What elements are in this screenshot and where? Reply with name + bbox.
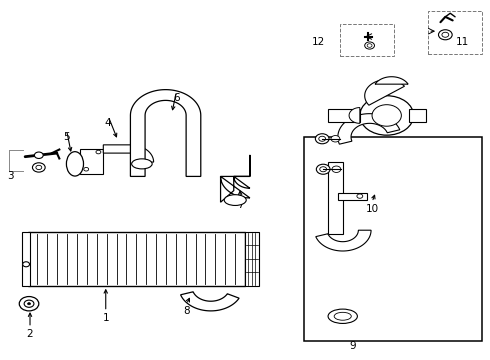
Circle shape [357, 194, 363, 198]
Ellipse shape [132, 159, 152, 169]
Circle shape [372, 105, 401, 126]
Circle shape [367, 44, 372, 47]
Circle shape [319, 136, 326, 141]
Bar [27, 232, 245, 286]
Circle shape [439, 30, 452, 40]
Bar [80, 149, 103, 174]
Bar [338, 193, 367, 200]
Ellipse shape [67, 152, 83, 176]
Circle shape [27, 303, 30, 305]
Polygon shape [130, 90, 201, 176]
Bar [328, 162, 343, 234]
Bar [428, 12, 482, 54]
Text: 12: 12 [312, 37, 325, 47]
Polygon shape [338, 114, 400, 144]
Bar [340, 24, 394, 56]
Text: 10: 10 [366, 204, 379, 214]
Polygon shape [375, 77, 408, 84]
Text: 8: 8 [183, 306, 190, 316]
Ellipse shape [334, 312, 351, 320]
Polygon shape [103, 145, 154, 162]
Text: 9: 9 [349, 341, 356, 351]
Bar [22, 232, 30, 286]
Bar [409, 109, 426, 122]
Text: 11: 11 [456, 37, 469, 47]
Circle shape [360, 96, 414, 135]
Circle shape [23, 262, 29, 267]
Text: 4: 4 [105, 118, 112, 128]
Circle shape [331, 135, 340, 142]
Polygon shape [349, 108, 360, 123]
Ellipse shape [224, 195, 246, 206]
Circle shape [316, 134, 329, 144]
Polygon shape [316, 230, 371, 251]
Circle shape [96, 150, 101, 154]
Circle shape [32, 163, 45, 172]
Circle shape [24, 300, 34, 307]
Text: 7: 7 [237, 200, 244, 210]
Circle shape [332, 166, 341, 172]
Polygon shape [220, 155, 250, 202]
Circle shape [36, 165, 42, 170]
Polygon shape [365, 80, 404, 105]
Text: 1: 1 [102, 313, 109, 323]
Polygon shape [181, 292, 239, 311]
Circle shape [84, 167, 89, 171]
Ellipse shape [328, 309, 357, 323]
Text: 6: 6 [173, 93, 180, 103]
Circle shape [442, 32, 449, 37]
Bar [304, 137, 482, 341]
Circle shape [19, 297, 39, 311]
Text: 5: 5 [63, 132, 70, 142]
Circle shape [34, 152, 43, 158]
Circle shape [365, 42, 374, 49]
Circle shape [320, 167, 327, 172]
Text: 2: 2 [26, 329, 33, 339]
Bar [245, 232, 259, 286]
Bar [328, 109, 360, 122]
Text: 3: 3 [7, 171, 14, 181]
Circle shape [317, 164, 330, 174]
